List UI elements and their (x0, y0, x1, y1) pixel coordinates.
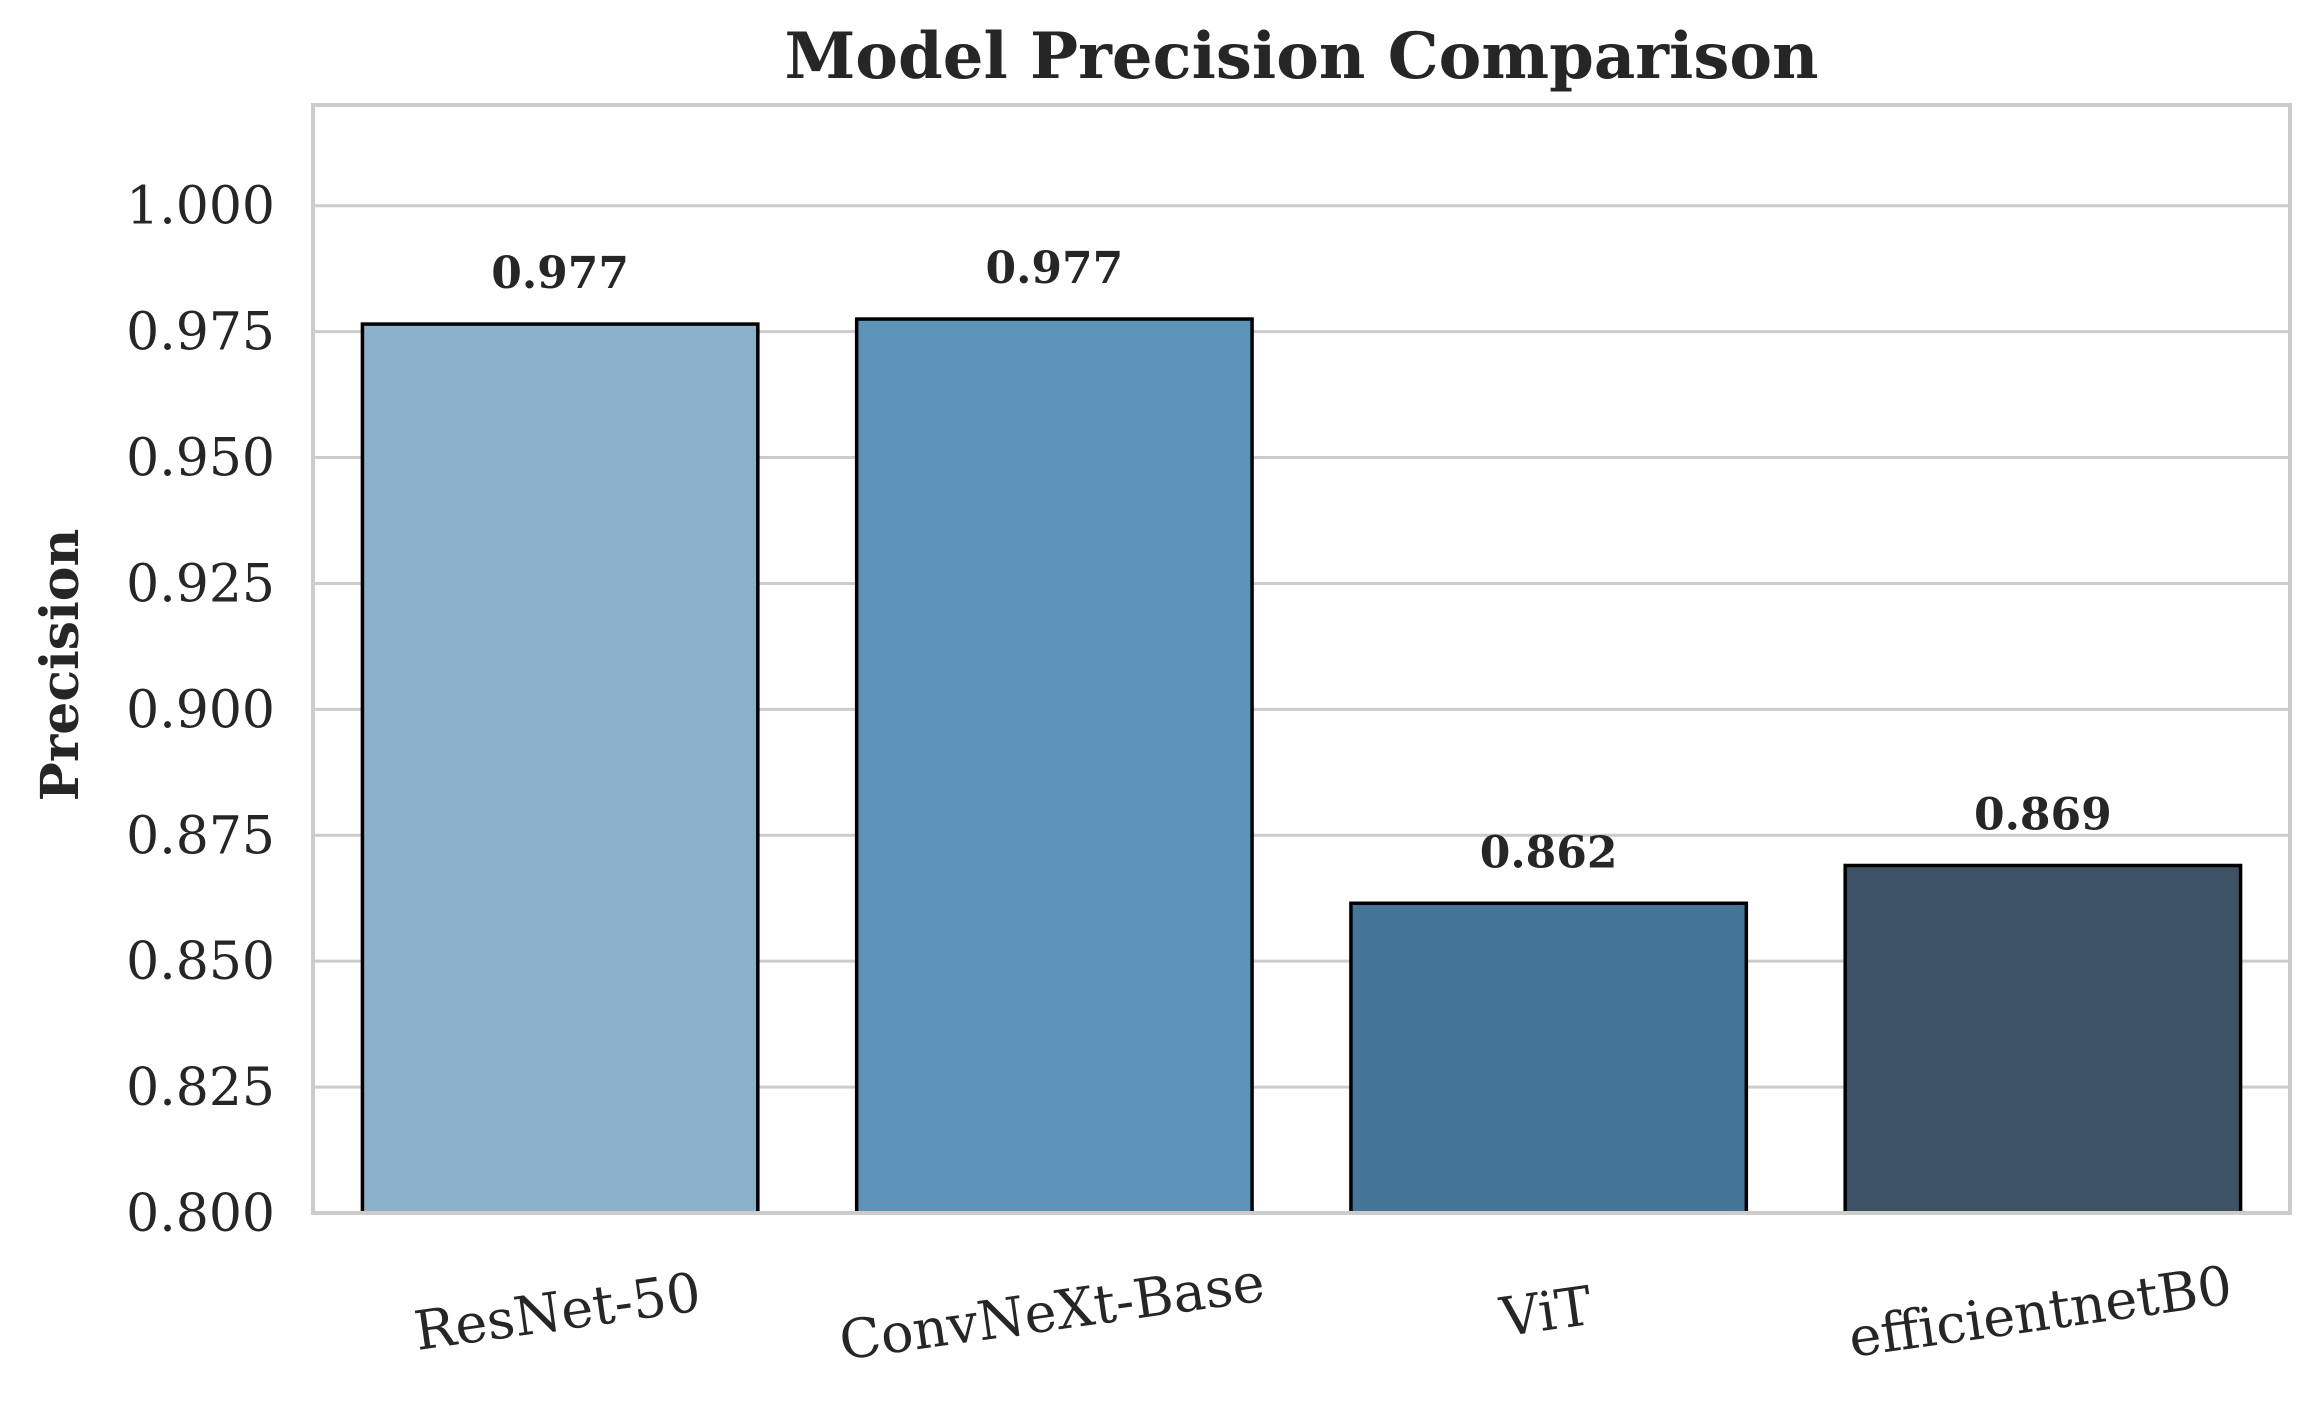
y-tick-label: 0.900 (126, 680, 275, 740)
y-tick-label: 0.950 (126, 429, 275, 489)
y-tick-labels: 0.800 0.825 0.850 0.875 0.900 0.925 0.950 0.975… (126, 177, 275, 1244)
x-tick-label: ConvNeXt-Base (835, 1251, 1268, 1373)
x-tick-label: ResNet-50 (410, 1260, 704, 1362)
bar (360, 322, 760, 1215)
bars (360, 317, 2243, 1215)
value-label: 0.977 (491, 248, 629, 299)
bar (1349, 901, 1749, 1215)
value-labels: 0.977 0.977 0.862 0.869 (491, 243, 2112, 878)
y-tick-label: 0.975 (126, 303, 275, 363)
value-label: 0.862 (1480, 827, 1618, 878)
y-tick-label: 0.875 (126, 806, 275, 866)
y-tick-label: 0.825 (126, 1058, 275, 1118)
y-axis-label: Precision (30, 529, 91, 802)
chart-title: Model Precision Comparison (784, 19, 1818, 94)
value-label: 0.977 (985, 243, 1123, 294)
x-tick-label: efficientnetB0 (1845, 1254, 2236, 1370)
y-tick-label: 0.925 (126, 554, 275, 614)
y-tick-label: 0.800 (126, 1184, 275, 1244)
value-label: 0.869 (1974, 789, 2112, 840)
bar (1843, 863, 2243, 1215)
plot-frame (311, 103, 2292, 1215)
bar (854, 317, 1254, 1215)
y-tick-label: 0.850 (126, 932, 275, 992)
x-tick-labels: ResNet-50 ConvNeXt-Base ViT efficientnetB0 (410, 1251, 2235, 1373)
x-tick-label: ViT (1495, 1274, 1595, 1349)
y-tick-label: 1.000 (126, 177, 275, 237)
